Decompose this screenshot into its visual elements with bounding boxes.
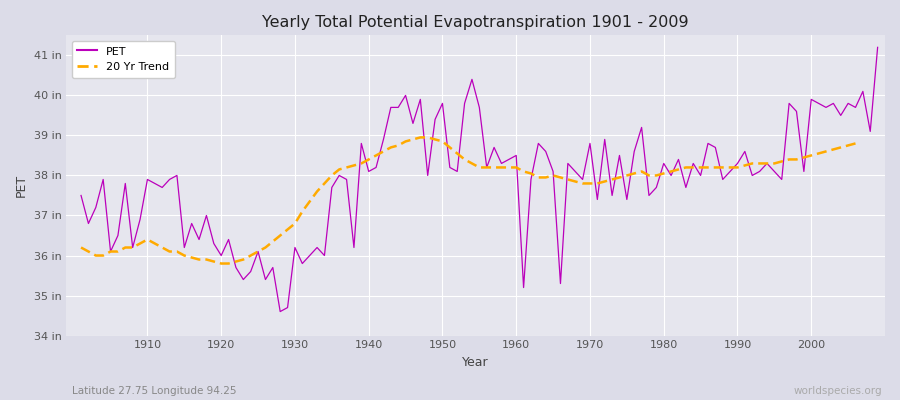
- Legend: PET, 20 Yr Trend: PET, 20 Yr Trend: [72, 41, 175, 78]
- Text: Latitude 27.75 Longitude 94.25: Latitude 27.75 Longitude 94.25: [72, 386, 237, 396]
- Y-axis label: PET: PET: [15, 174, 28, 197]
- X-axis label: Year: Year: [463, 356, 489, 369]
- Text: worldspecies.org: worldspecies.org: [794, 386, 882, 396]
- Title: Yearly Total Potential Evapotranspiration 1901 - 2009: Yearly Total Potential Evapotranspiratio…: [262, 15, 689, 30]
